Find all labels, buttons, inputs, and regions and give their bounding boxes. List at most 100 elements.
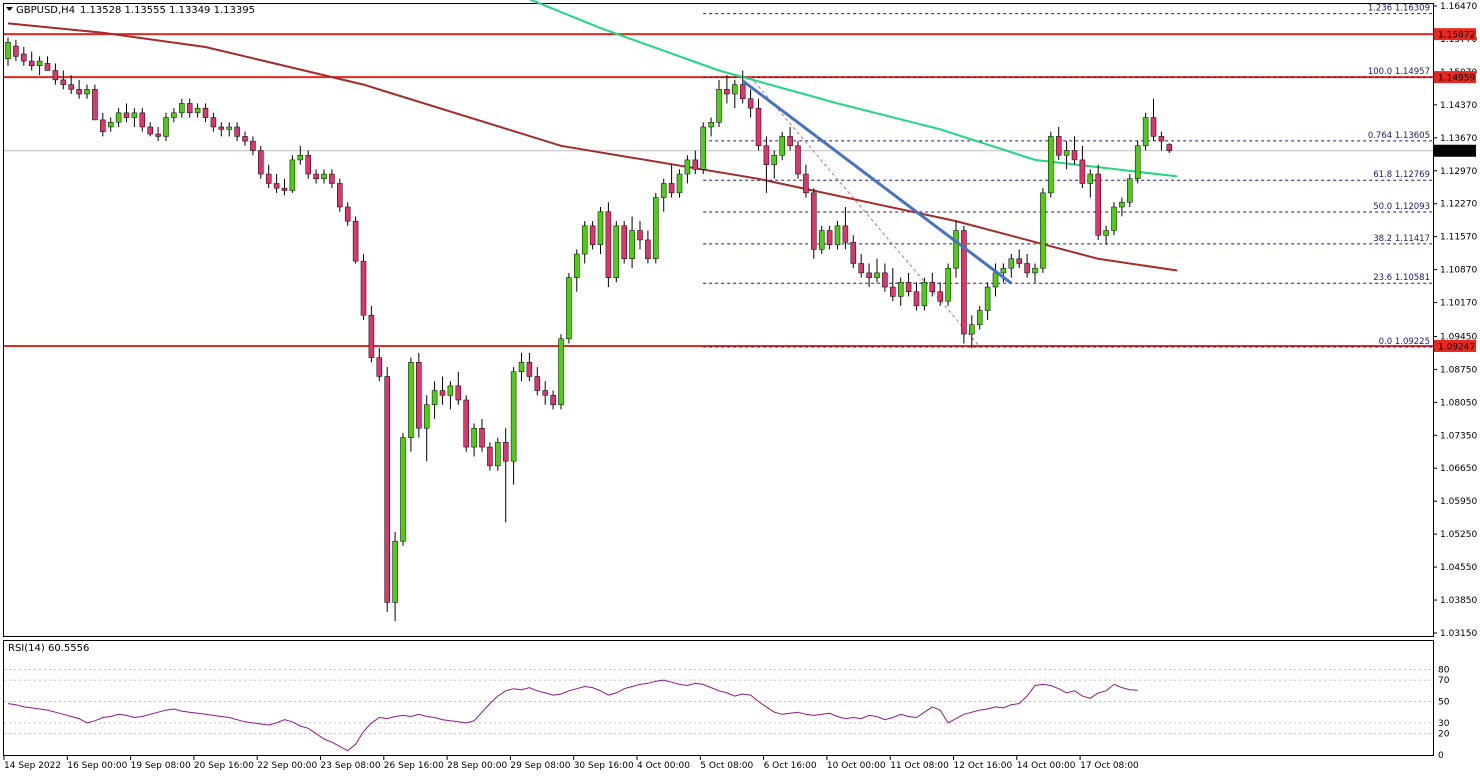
candle-body — [653, 197, 659, 260]
candle-body — [400, 437, 406, 542]
candle-body — [621, 225, 627, 260]
candle-body — [1024, 263, 1030, 274]
candle-body — [13, 45, 19, 57]
candle-body — [131, 112, 138, 118]
level-price-tag: 1.14959 — [1438, 74, 1475, 84]
candle-body — [526, 362, 533, 377]
candle-body — [945, 267, 951, 302]
candle-body — [826, 230, 833, 245]
candle-body — [439, 390, 446, 396]
candle-body — [171, 112, 177, 118]
candle-body — [692, 159, 699, 170]
candle-body — [1142, 117, 1149, 147]
y-tick-label: 1.04550 — [1440, 563, 1477, 573]
x-tick-label: 30 Sep 16:00 — [574, 761, 634, 771]
fib-anchor-line — [750, 76, 981, 348]
candle-body — [281, 187, 288, 191]
candle-body — [368, 315, 375, 358]
ma-short-line — [528, 0, 1178, 178]
fib-level-label: 0.764 1.13605 — [1368, 131, 1430, 141]
y-tick-label: 1.06650 — [1440, 464, 1477, 474]
candle-body — [684, 159, 691, 175]
horizontal-levels — [4, 33, 1433, 348]
candle-body — [866, 272, 872, 278]
candle-body — [218, 126, 225, 130]
candle-body — [297, 154, 304, 161]
candle-body — [408, 362, 414, 438]
candle-body — [969, 324, 975, 335]
candle-body — [139, 112, 146, 128]
x-tick-label: 14 Sep 2022 — [4, 761, 61, 771]
y-tick-label: 1.12970 — [1440, 167, 1477, 177]
candle-body — [376, 357, 383, 377]
candle-body — [558, 338, 564, 405]
candle-body — [1016, 258, 1022, 264]
x-tick-label: 6 Oct 16:00 — [764, 761, 817, 771]
candle-body — [637, 230, 643, 241]
candle-body — [566, 277, 572, 340]
candle-body — [360, 260, 367, 316]
candle-body — [305, 154, 311, 175]
rsi-level-label: 30 — [1438, 719, 1450, 729]
y-tick-label: 1.07350 — [1440, 431, 1477, 441]
candle-body — [913, 291, 920, 307]
fib-level-label: 50.0 1.12093 — [1373, 202, 1430, 212]
candle-body — [36, 60, 43, 67]
candle-body — [495, 442, 501, 467]
candle-body — [716, 89, 722, 123]
candle-body — [337, 183, 343, 208]
candle-body — [589, 225, 596, 245]
candle-body — [210, 117, 217, 128]
candle-body — [574, 253, 580, 278]
x-tick-label: 20 Sep 16:00 — [194, 761, 254, 771]
candle-body — [629, 230, 635, 260]
candle-body — [858, 263, 864, 274]
candle-body — [795, 145, 801, 175]
candle-body — [392, 540, 398, 603]
candle-body — [1055, 136, 1062, 156]
candle-body — [28, 60, 35, 67]
x-tick-label: 19 Sep 08:00 — [131, 761, 191, 771]
x-tick-label: 17 Oct 08:00 — [1080, 761, 1139, 771]
candle-body — [1158, 136, 1165, 142]
y-tick-label: 1.11570 — [1440, 233, 1477, 243]
candle-body — [787, 136, 793, 147]
candle-body — [732, 84, 738, 95]
candle-body — [1048, 136, 1054, 194]
level-price-tag: 1.09247 — [1438, 343, 1475, 353]
candle-body — [961, 230, 967, 335]
candle-body — [597, 211, 604, 245]
rsi-line — [7, 679, 1138, 752]
x-tick-label: 23 Sep 08:00 — [321, 761, 381, 771]
fib-level-label: 0.0 1.09225 — [1379, 337, 1430, 347]
candle-body — [107, 122, 114, 128]
y-tick-label: 1.10870 — [1440, 266, 1477, 276]
candle-body — [676, 173, 683, 194]
x-tick-label: 22 Sep 00:00 — [257, 761, 317, 771]
x-tick-label: 12 Oct 16:00 — [954, 761, 1013, 771]
candle-body — [202, 107, 209, 118]
candle-body — [384, 376, 390, 603]
dropdown-triangle-icon[interactable] — [6, 7, 13, 11]
candle-body — [1079, 159, 1086, 184]
candle-body — [613, 225, 620, 278]
candle-body — [479, 427, 485, 448]
candle-body — [1063, 150, 1070, 156]
candle-body — [258, 150, 264, 175]
candle-body — [1119, 202, 1125, 208]
candle-body — [660, 183, 667, 198]
candle-body — [763, 145, 770, 165]
candle-body — [890, 286, 896, 297]
rsi-level-label: 80 — [1438, 665, 1450, 675]
candle-body — [834, 225, 841, 245]
x-tick-label: 5 Oct 08:00 — [700, 761, 753, 771]
candle-body — [747, 98, 754, 109]
candle-body — [882, 272, 888, 288]
candle-body — [905, 282, 912, 292]
candle-body — [487, 446, 493, 467]
candle-body — [953, 230, 959, 269]
candle-body — [976, 310, 983, 325]
candle-body — [463, 399, 469, 448]
